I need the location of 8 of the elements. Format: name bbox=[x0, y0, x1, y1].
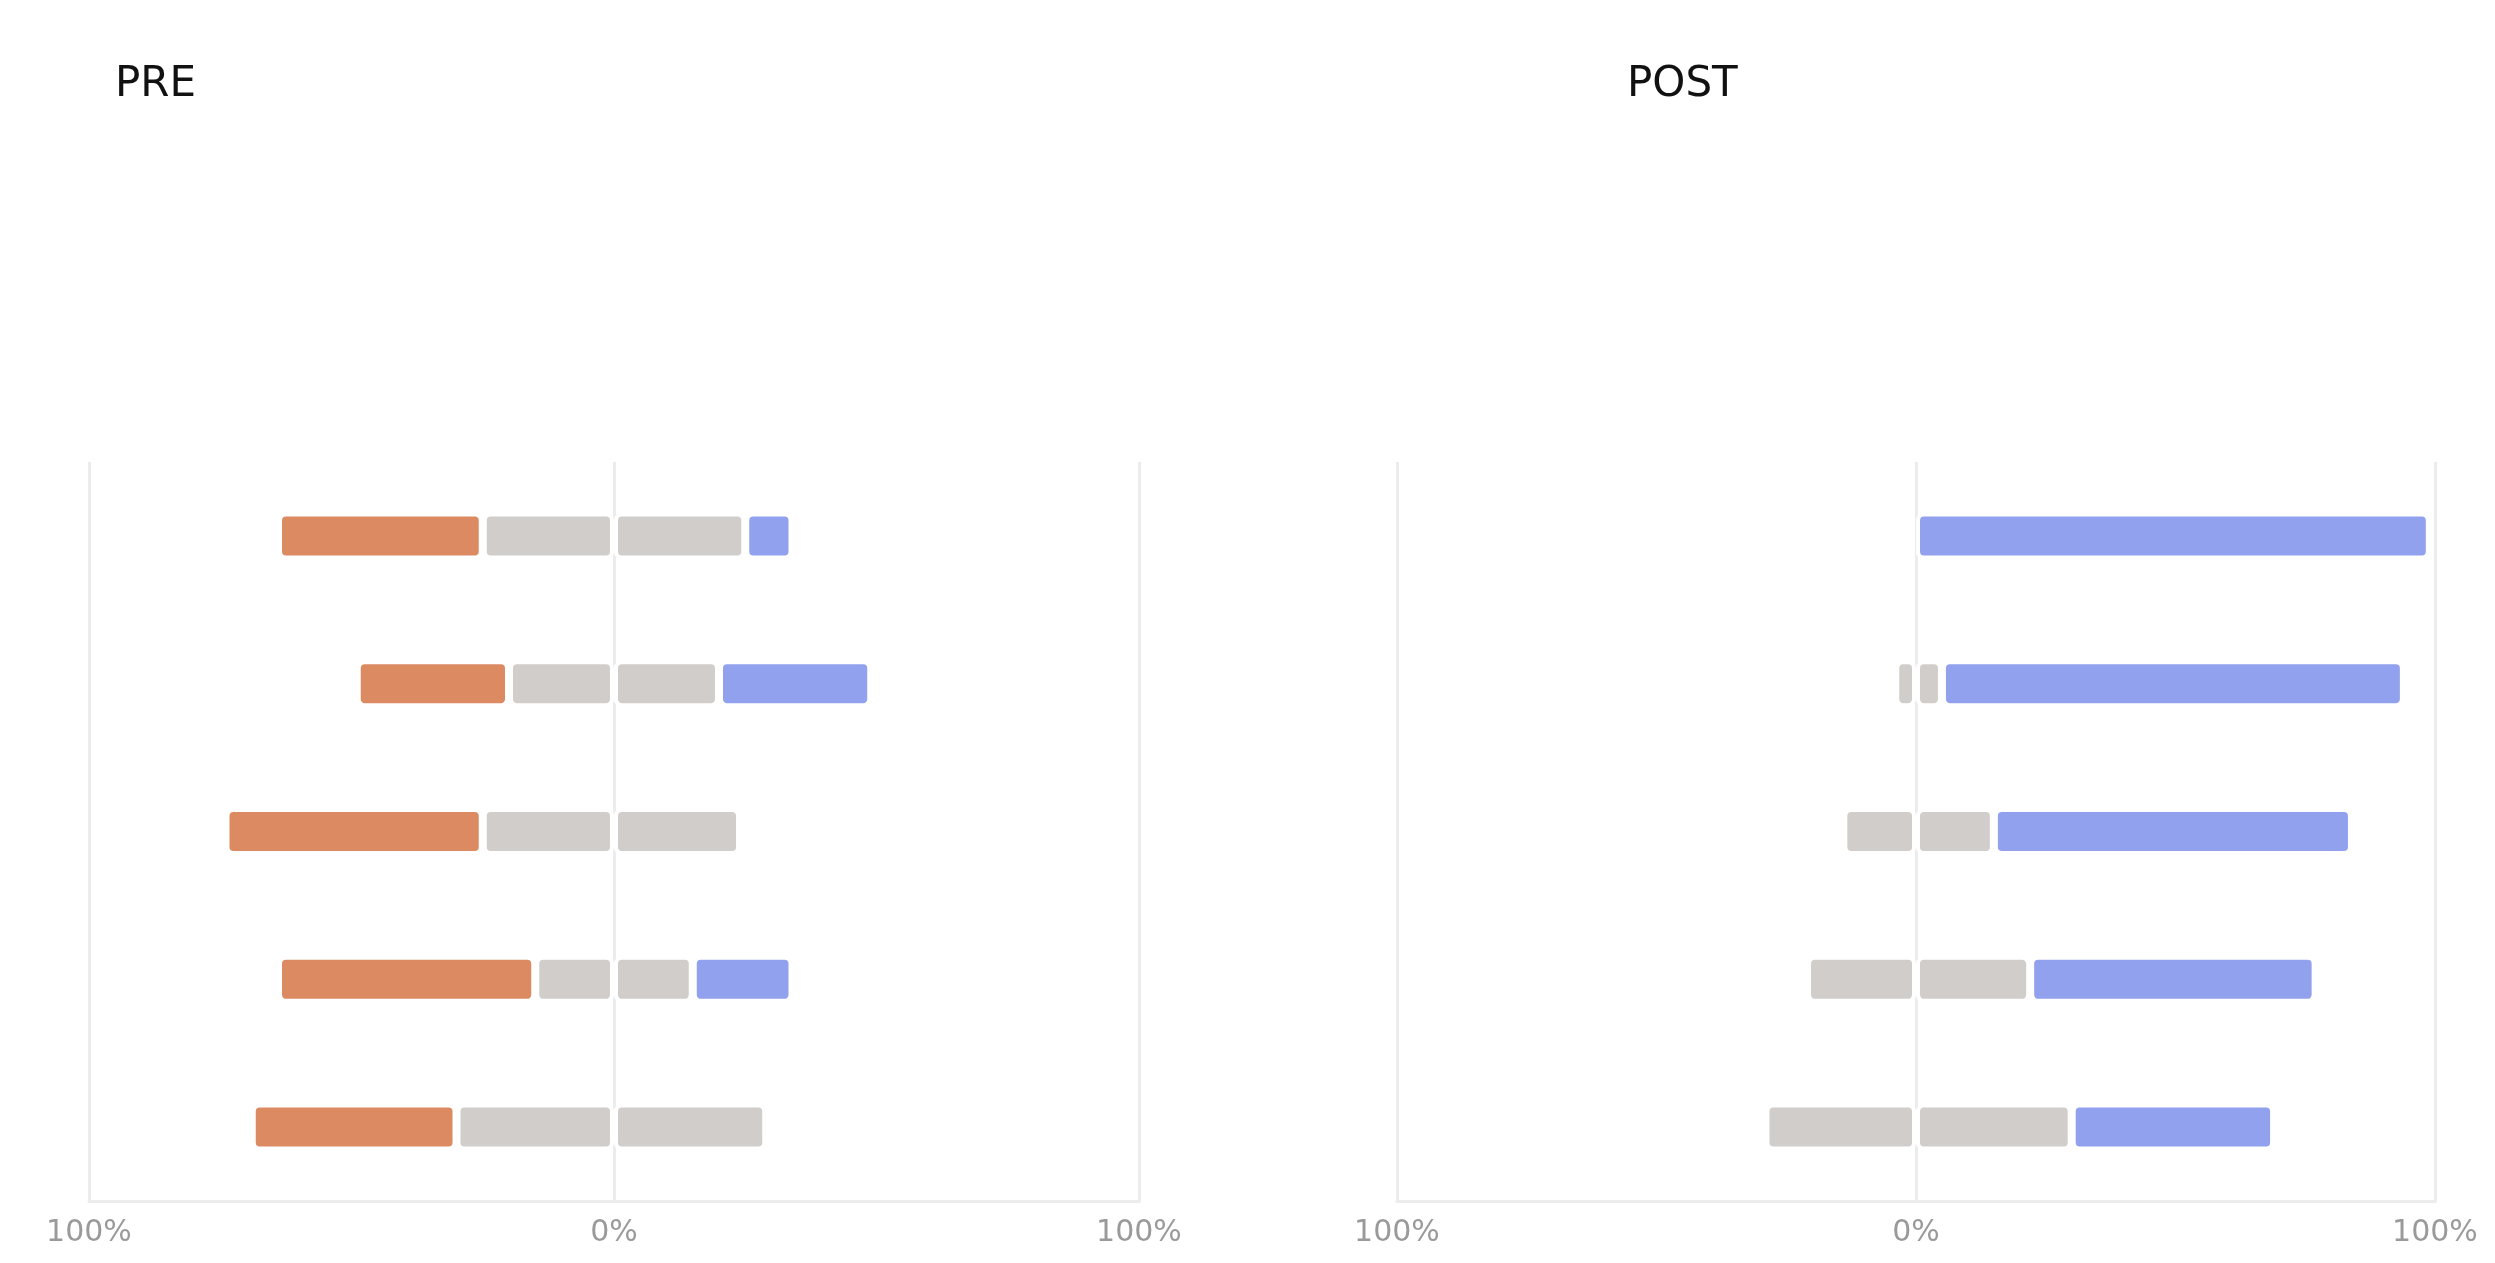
x-tick-label: 0% bbox=[1892, 1212, 1940, 1248]
x-tick-label: 100% bbox=[1354, 1212, 1440, 1248]
x-tick-label: 0% bbox=[590, 1212, 638, 1248]
chart-title: POST bbox=[1627, 56, 1739, 106]
x-tick-label: 100% bbox=[46, 1212, 132, 1248]
x-tick-label: 100% bbox=[2392, 1212, 2478, 1248]
x-tick-label: 100% bbox=[1096, 1212, 1182, 1248]
chart-title: PRE bbox=[115, 56, 197, 106]
